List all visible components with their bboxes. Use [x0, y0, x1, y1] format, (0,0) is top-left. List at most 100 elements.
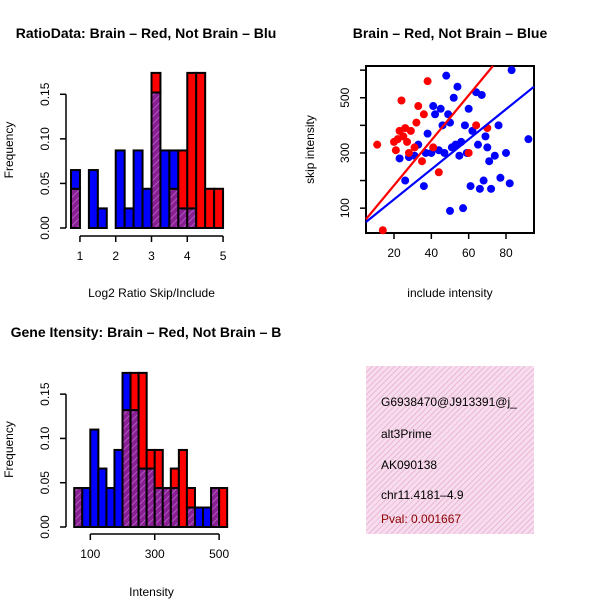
hist3-overlap-bar-6	[121, 409, 132, 529]
hist1-x-tick-label-4: 5	[220, 249, 227, 263]
scatter-x-label: include intensity	[407, 286, 492, 300]
hist1-bar-15	[204, 187, 216, 230]
scatter-point-red-21	[472, 121, 481, 130]
scatter-x-tick-label-0: 20	[387, 246, 401, 260]
hist3-x-label: Intensity	[129, 585, 174, 599]
scatter-point-blue-45	[507, 66, 516, 75]
scatter-point-blue-5	[419, 182, 428, 191]
scatter-point-blue-7	[423, 129, 432, 138]
scatter-point-blue-12	[436, 104, 445, 113]
scatter-point-blue-38	[485, 157, 494, 166]
hist1-x-tick-label-2: 3	[148, 249, 155, 263]
hist1-title: RatioData: Brain – Red, Not Brain – Blu	[16, 25, 277, 41]
hist3-y-label: Frequency	[2, 421, 16, 478]
event-type-text: alt3Prime	[381, 427, 432, 441]
scatter-point-blue-29	[466, 182, 475, 191]
scatter-point-blue-25	[459, 204, 468, 213]
hist1-x-label: Log2 Ratio Skip/Include	[88, 286, 215, 300]
scatter-point-red-3	[391, 146, 400, 155]
hist1-y-tick-label-1: 0.05	[38, 171, 52, 195]
scatter-point-blue-42	[496, 173, 505, 182]
hist1-bar-14	[195, 71, 207, 229]
hist3-bar-8	[137, 371, 148, 470]
scatter-fit-line-blue	[365, 85, 535, 223]
scatter-point-blue-26	[460, 121, 469, 130]
hist1-overlap-bar-11	[168, 187, 180, 230]
hist3-overlap-bar-9	[145, 467, 156, 528]
scatter-point-blue-1	[401, 176, 410, 185]
scatter-point-red-13	[412, 118, 421, 127]
hist1-y-tick-label-3: 0.15	[38, 82, 52, 106]
hist3-bar-3	[97, 467, 108, 528]
hist1-overlap-bar-12	[177, 207, 189, 229]
scatter-point-blue-44	[505, 179, 514, 188]
hist1-y-tick-label-0: 0.00	[38, 216, 52, 240]
hist3-bar-5	[113, 448, 124, 529]
hist3-bar-7	[129, 371, 140, 412]
scatter-point-red-20	[464, 148, 473, 157]
hist1-bar-11	[168, 149, 180, 190]
hist3-overlap-bar-8	[137, 467, 148, 528]
scatter-point-blue-22	[453, 82, 462, 91]
scatter-point-blue-14	[440, 148, 449, 157]
scatter-point-red-11	[406, 126, 415, 135]
scatter-point-blue-37	[483, 143, 492, 152]
hist1-x-tick-label-0: 1	[77, 249, 84, 263]
hist3-y-tick-label-3: 0.15	[38, 382, 52, 406]
hist3-bar-1	[81, 487, 92, 528]
scatter-y-tick-label-0: 100	[338, 198, 352, 218]
hist1-x-tick-label-3: 4	[184, 249, 191, 263]
hist1-bar-16	[213, 187, 225, 230]
hist3-bar-9	[145, 448, 156, 470]
scatter-fit-line-red	[365, 65, 494, 220]
scatter-plot-frame	[365, 65, 535, 234]
hist3-overlap-bar-17	[210, 487, 221, 528]
hist3-y-tick-label-2: 0.10	[38, 426, 52, 450]
scatter-y-label: skip intensity	[303, 115, 317, 184]
scatter-point-blue-32	[474, 140, 482, 149]
hist1-bar-12	[177, 149, 189, 210]
scatter-x-tick-label-3: 80	[499, 246, 513, 260]
scatter-point-blue-18	[446, 206, 454, 215]
hist1-bar-5	[114, 149, 126, 229]
hist1-bar-6	[123, 207, 135, 229]
hist3-overlap-bar-7	[129, 409, 140, 529]
hist3-bar-18	[218, 487, 229, 528]
info-panel: G6938470@J913391@j_ alt3Prime AK090138 c…	[366, 366, 534, 534]
hist1-x-tick-label-1: 2	[112, 249, 119, 263]
hist1-bar-9	[150, 71, 162, 94]
scatter-x-tick-label-1: 40	[425, 246, 439, 260]
scatter-point-blue-34	[477, 90, 486, 99]
hist1-overlap-bar-9	[150, 91, 162, 229]
hist3-y-tick-label-0: 0.00	[38, 515, 52, 539]
scatter-point-blue-20	[449, 93, 458, 102]
hist1-bar-13	[186, 71, 198, 210]
scatter-point-red-10	[404, 148, 413, 157]
scatter-point-red-6	[397, 96, 406, 105]
hist1-y-tick-label-2: 0.10	[38, 127, 52, 151]
hist3-title: Gene Itensity: Brain – Red, Not Brain – …	[11, 324, 282, 340]
scatter-title: Brain – Red, Not Brain – Blue	[353, 25, 548, 41]
hist3-bar-10	[153, 448, 164, 490]
scatter-point-blue-10	[431, 110, 440, 119]
hist3-overlap-bar-14	[185, 506, 196, 528]
scatter-y-tick-label-1: 300	[338, 143, 352, 163]
scatter-point-red-16	[419, 110, 428, 119]
hist3-x-tick-label-1: 300	[145, 547, 165, 561]
scatter-point-red-17	[423, 77, 432, 86]
scatter-point-blue-33	[475, 184, 484, 193]
scatter-point-blue-28	[464, 104, 473, 113]
scatter-point-blue-36	[481, 132, 490, 141]
hist3-bar-15	[193, 506, 205, 528]
hist1-overlap-bar-0	[70, 187, 81, 230]
hist1-y-label: Frequency	[2, 122, 16, 179]
scatter-x-tick-label-2: 60	[462, 246, 476, 260]
hist3-bar-6	[121, 371, 132, 412]
hist1-bar-0	[70, 169, 81, 190]
hist3-bar-16	[202, 506, 213, 528]
scatter-y-tick-label-2: 500	[338, 87, 352, 107]
hist1-overlap-bar-13	[186, 207, 198, 229]
scatter-point-blue-23	[455, 151, 464, 160]
